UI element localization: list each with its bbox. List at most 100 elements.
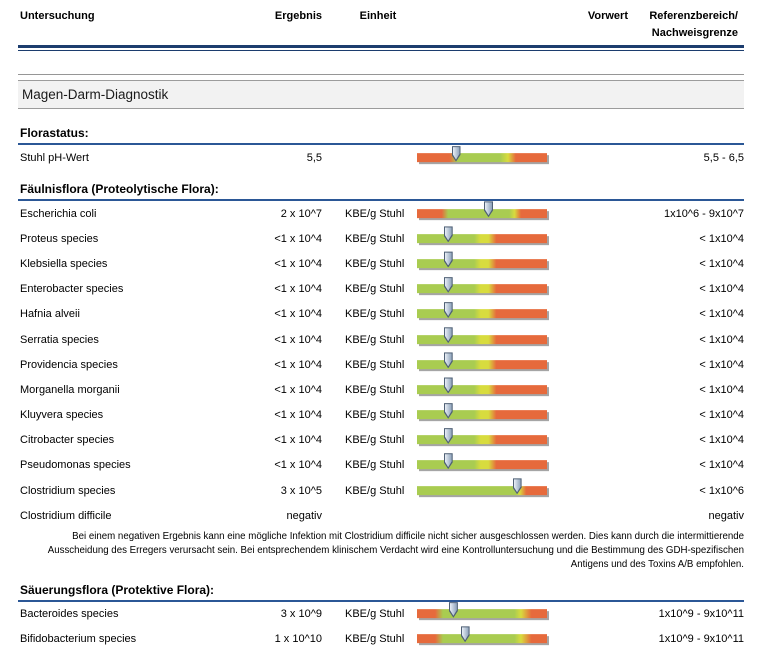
- divider-rule: [18, 73, 744, 75]
- table-row: Serratia species <1 x 10^4 KBE/g Stuhl <…: [18, 327, 744, 352]
- reference-bar: [417, 201, 547, 218]
- reference-range: 1x10^9 - 9x10^11: [658, 632, 744, 645]
- bar-track: [417, 633, 547, 643]
- table-row: Providencia species <1 x 10^4 KBE/g Stuh…: [18, 352, 744, 377]
- table-row: Stuhl pH-Wert 5,5 5,5 - 6,5: [18, 145, 744, 171]
- section-rows: Bacteroides species 3 x 10^9 KBE/g Stuhl…: [18, 601, 744, 651]
- bar-marker-fill: [444, 227, 452, 241]
- bar-marker-fill: [449, 602, 457, 616]
- column-header-ergebnis: Ergebnis: [274, 10, 322, 22]
- column-header-einheit: Einheit: [359, 10, 397, 22]
- result-value: 2 x 10^7: [280, 207, 322, 220]
- reference-range: < 1x10^4: [699, 308, 744, 321]
- bar-track: [417, 334, 547, 344]
- bar-track: [417, 485, 547, 495]
- reference-bar: [417, 226, 547, 243]
- unit-label: KBE/g Stuhl: [345, 207, 405, 220]
- section-rows: Stuhl pH-Wert 5,5 5,5 - 6,5: [18, 145, 744, 171]
- reference-range: < 1x10^4: [699, 358, 744, 371]
- bar-track: [417, 309, 547, 319]
- unit-label: KBE/g Stuhl: [345, 257, 405, 270]
- bar-marker-fill: [444, 302, 452, 316]
- banner-title: Magen-Darm-Diagnostik: [22, 87, 169, 102]
- bar-marker-fill: [444, 428, 452, 442]
- reference-range: < 1x10^4: [699, 283, 744, 296]
- unit-label: KBE/g Stuhl: [345, 459, 405, 472]
- reference-range: < 1x10^4: [699, 333, 744, 346]
- reference-range: < 1x10^4: [699, 383, 744, 396]
- reference-range: < 1x10^6: [699, 484, 744, 497]
- unit-label: KBE/g Stuhl: [345, 409, 405, 422]
- result-value: <1 x 10^4: [274, 409, 322, 422]
- unit-label: KBE/g Stuhl: [345, 434, 405, 447]
- table-row: Bacteroides species 3 x 10^9 KBE/g Stuhl…: [18, 601, 744, 627]
- analyte-name: Providencia species: [20, 358, 118, 371]
- unit-label: KBE/g Stuhl: [345, 632, 405, 645]
- column-header-untersuchung: Untersuchung: [20, 10, 95, 22]
- reference-bar: [417, 301, 547, 319]
- reference-bar: [417, 276, 547, 294]
- reference-bar: [417, 145, 547, 163]
- reference-bar: [417, 427, 547, 445]
- result-value: 3 x 10^9: [280, 608, 322, 621]
- result-value: 1 x 10^10: [274, 632, 322, 645]
- bar-marker-icon: [443, 226, 453, 243]
- table-row: Kluyvera species <1 x 10^4 KBE/g Stuhl <…: [18, 402, 744, 428]
- bar-marker-fill: [444, 252, 452, 266]
- result-value: <1 x 10^4: [274, 257, 322, 270]
- section-title: Fäulnisflora (Proteolytische Flora):: [18, 178, 744, 201]
- bar-track: [417, 359, 547, 369]
- analyte-name: Kluyvera species: [20, 409, 104, 422]
- reference-range: 1x10^6 - 9x10^7: [663, 207, 744, 220]
- bar-marker-fill: [444, 353, 452, 367]
- reference-range: < 1x10^4: [699, 232, 744, 245]
- bar-marker-icon: [443, 251, 453, 268]
- unit-label: KBE/g Stuhl: [345, 358, 405, 371]
- analyte-name: Klebsiella species: [20, 257, 108, 270]
- header-rule-thin: [18, 49, 744, 51]
- reference-bar: [417, 352, 547, 369]
- bar-marker-fill: [513, 479, 521, 493]
- result-value: <1 x 10^4: [274, 232, 322, 245]
- section-footnote: Bei einem negativen Ergebnis kann eine m…: [47, 531, 744, 571]
- report-sections: Florastatus: Stuhl pH-Wert 5,5 5,5 - 6,5…: [18, 122, 744, 651]
- diagnostic-group-banner: Magen-Darm-Diagnostik: [18, 80, 744, 109]
- section-title: Florastatus:: [18, 122, 744, 145]
- table-row: Clostridium difficile negativ negativ: [18, 503, 744, 528]
- section-title: Säuerungsflora (Protektive Flora):: [18, 579, 744, 602]
- result-value: <1 x 10^4: [274, 358, 322, 371]
- report-section: Fäulnisflora (Proteolytische Flora): Esc…: [18, 178, 744, 572]
- reference-bar: [417, 601, 547, 619]
- reference-bar: [417, 402, 547, 420]
- bar-marker-icon: [484, 201, 493, 218]
- unit-label: KBE/g Stuhl: [345, 383, 405, 396]
- analyte-name: Clostridium species: [20, 484, 116, 497]
- reference-bar: [417, 478, 547, 495]
- reference-bar: [417, 626, 547, 643]
- reference-range: < 1x10^4: [699, 434, 744, 447]
- result-value: <1 x 10^4: [274, 308, 322, 321]
- analyte-name: Citrobacter species: [20, 434, 115, 447]
- report-section: Säuerungsflora (Protektive Flora): Bacte…: [18, 579, 744, 651]
- analyte-name: Enterobacter species: [20, 283, 124, 296]
- table-row: Clostridium species 3 x 10^5 KBE/g Stuhl…: [18, 478, 744, 503]
- bar-marker-fill: [444, 403, 452, 417]
- bar-marker-fill: [444, 454, 452, 468]
- analyte-name: Serratia species: [20, 333, 99, 346]
- section-rows: Escherichia coli 2 x 10^7 KBE/g Stuhl 1x…: [18, 201, 744, 528]
- reference-range: 5,5 - 6,5: [703, 152, 744, 164]
- analyte-name: Escherichia coli: [20, 207, 97, 220]
- bar-track: [417, 153, 547, 163]
- reference-range: < 1x10^4: [699, 409, 744, 422]
- reference-range: < 1x10^4: [699, 459, 744, 472]
- bar-track: [417, 284, 547, 294]
- table-row: Citrobacter species <1 x 10^4 KBE/g Stuh…: [18, 427, 744, 453]
- bar-marker-fill: [485, 202, 492, 216]
- analyte-name: Morganella morganii: [20, 383, 120, 396]
- reference-bar: [417, 453, 547, 470]
- unit-label: KBE/g Stuhl: [345, 333, 405, 346]
- unit-label: KBE/g Stuhl: [345, 308, 405, 321]
- unit-label: KBE/g Stuhl: [345, 232, 405, 245]
- bar-marker-icon: [443, 427, 453, 444]
